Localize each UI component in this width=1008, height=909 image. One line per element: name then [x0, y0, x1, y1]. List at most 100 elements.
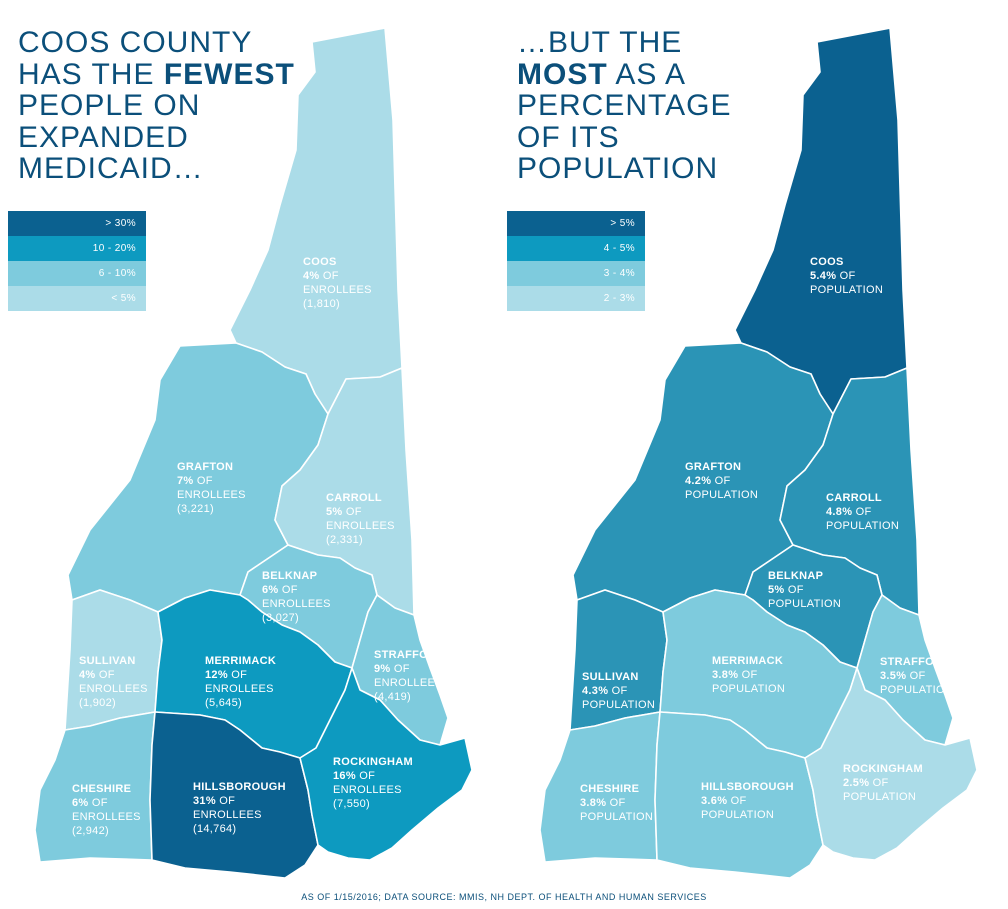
- right-label-sullivan-percent: 4.3%: [582, 685, 608, 697]
- left-label-cheshire-count: (2,942): [72, 825, 109, 837]
- right-label-coos-unit: POPULATION: [810, 284, 883, 296]
- right-headline-line-2-text: AS A: [607, 57, 687, 91]
- left-legend-item-4: < 5%: [8, 286, 146, 311]
- right-headline-line-5: POPULATION: [517, 152, 719, 185]
- left-label-sullivan-unit: ENROLLEES: [79, 683, 148, 695]
- left-label-carroll-of: OF: [343, 506, 362, 518]
- left-label-strafford-name: STRAFFORD: [374, 649, 445, 661]
- right-label-rockingham-unit: POPULATION: [843, 791, 916, 803]
- right-headline-line-1: …BUT THE: [517, 26, 683, 59]
- right-label-rockingham-of: OF: [869, 777, 888, 789]
- left-label-grafton-count: (3,221): [177, 503, 214, 515]
- left-label-grafton-percent: 7%: [177, 475, 194, 487]
- right-label-rockingham-name: ROCKINGHAM: [843, 763, 923, 775]
- right-map-population: COOS 5.4% OF POPULATION GRAFTON 4.2% OF POPUL…: [539, 27, 978, 879]
- right-label-belknap-percent: 5%: [768, 584, 785, 596]
- left-label-grafton-unit: ENROLLEES: [177, 489, 246, 501]
- left-label-coos-unit: ENROLLEES: [303, 284, 372, 296]
- right-label-hillsborough-of: OF: [727, 795, 746, 807]
- right-label-belknap-of: OF: [785, 584, 804, 596]
- left-map-enrollees: COOS 4% OF ENROLLEES (1,810) GRAFTON 7% OF ENR…: [34, 27, 473, 879]
- right-label-sullivan-name: SULLIVAN: [582, 671, 639, 683]
- left-label-carroll-count: (2,331): [326, 534, 363, 546]
- left-label-cheshire-percent: 6%: [72, 797, 89, 809]
- right-label-rockingham: ROCKINGHAM 2.5% OF POPULATION: [843, 763, 923, 803]
- left-headline-line-2: HAS THE FEWEST: [18, 57, 295, 91]
- right-label-merrimack-name: MERRIMACK: [712, 655, 783, 667]
- left-label-sullivan-of: OF: [96, 669, 115, 681]
- right-label-carroll-unit: POPULATION: [826, 520, 899, 532]
- right-label-strafford-of: OF: [906, 670, 925, 682]
- right-label-grafton-unit: POPULATION: [685, 489, 758, 501]
- right-label-hillsborough-name: HILLSBOROUGH: [701, 781, 794, 793]
- left-headline-emphasis: FEWEST: [163, 57, 295, 91]
- left-headline-line-3: PEOPLE ON: [18, 89, 201, 122]
- left-label-belknap-name: BELKNAP: [262, 570, 317, 582]
- left-legend-item-3: 6 - 10%: [8, 261, 146, 286]
- left-label-cheshire-unit: ENROLLEES: [72, 811, 141, 823]
- left-label-carroll-unit: ENROLLEES: [326, 520, 395, 532]
- right-headline-emphasis: MOST: [517, 57, 608, 91]
- left-label-merrimack-percent: 12%: [205, 669, 228, 681]
- data-source-footer: AS OF 1/15/2016; DATA SOURCE: MMIS, NH D…: [301, 892, 707, 902]
- left-label-strafford-count: (4,419): [374, 691, 411, 703]
- right-label-carroll: CARROLL 4.8% OF POPULATION: [826, 492, 899, 532]
- left-legend: > 30% 10 - 20% 6 - 10% < 5%: [8, 211, 146, 311]
- left-label-strafford-percent: 9%: [374, 663, 391, 675]
- left-label-coos-name: COOS: [303, 256, 337, 268]
- right-label-sullivan-unit: POPULATION: [582, 699, 655, 711]
- left-label-grafton-name: GRAFTON: [177, 461, 233, 473]
- left-label-rockingham-name: ROCKINGHAM: [333, 756, 413, 768]
- right-headline-line-2: MOST AS A: [517, 57, 731, 91]
- left-label-merrimack-of: OF: [228, 669, 247, 681]
- left-label-merrimack: MERRIMACK 12% OF ENROLLEES (5,645): [205, 655, 276, 709]
- right-label-cheshire-name: CHESHIRE: [580, 783, 639, 795]
- left-label-belknap-percent: 6%: [262, 584, 279, 596]
- left-label-hillsborough-of: OF: [216, 795, 235, 807]
- left-label-coos: COOS 4% OF ENROLLEES (1,810): [303, 256, 372, 310]
- right-label-grafton-name: GRAFTON: [685, 461, 741, 473]
- right-label-strafford: STRAFFORD 3.5% OF POPULATION: [880, 656, 953, 696]
- left-legend-item-1: > 30%: [8, 211, 146, 236]
- right-headline-line-4: OF ITS: [517, 120, 620, 154]
- right-label-strafford-percent: 3.5%: [880, 670, 906, 682]
- left-label-merrimack-unit: ENROLLEES: [205, 683, 274, 695]
- right-label-merrimack-percent: 3.8%: [712, 669, 738, 681]
- left-label-rockingham-of: OF: [356, 770, 375, 782]
- right-headline-line-3: PERCENTAGE: [517, 89, 732, 122]
- left-label-rockingham: ROCKINGHAM 16% OF ENROLLEES (7,550): [333, 756, 413, 810]
- right-label-belknap: BELKNAP 5% OF POPULATION: [768, 570, 841, 610]
- left-label-hillsborough-name: HILLSBOROUGH: [193, 781, 286, 793]
- left-headline: COOS COUNTY HAS THE FEWEST PEOPLE ON EXP…: [18, 27, 295, 185]
- left-label-merrimack-count: (5,645): [205, 697, 242, 709]
- left-label-strafford-unit: ENROLLEES: [374, 677, 443, 689]
- left-label-sullivan-percent: 4%: [79, 669, 96, 681]
- left-county-rockingham: [299, 667, 473, 861]
- left-label-cheshire: CHESHIRE 6% OF ENROLLEES (2,942): [72, 783, 141, 837]
- left-headline-line-1: COOS COUNTY: [18, 26, 253, 59]
- left-label-hillsborough: HILLSBOROUGH 31% OF ENROLLEES (14,764): [193, 781, 286, 835]
- right-label-hillsborough-unit: POPULATION: [701, 809, 774, 821]
- right-label-merrimack-unit: POPULATION: [712, 683, 785, 695]
- left-label-belknap-of: OF: [279, 584, 298, 596]
- right-label-coos-name: COOS: [810, 256, 844, 268]
- right-label-coos-percent: 5.4%: [810, 270, 836, 282]
- left-label-carroll-percent: 5%: [326, 506, 343, 518]
- right-legend-item-1: > 5%: [507, 211, 645, 236]
- right-label-grafton: GRAFTON 4.2% OF POPULATION: [685, 461, 758, 501]
- left-label-coos-of: OF: [320, 270, 339, 282]
- right-county-rockingham: [804, 667, 978, 861]
- right-legend-item-2: 4 - 5%: [507, 236, 645, 261]
- left-label-grafton: GRAFTON 7% OF ENROLLEES (3,221): [177, 461, 246, 515]
- left-label-coos-count: (1,810): [303, 298, 340, 310]
- left-label-sullivan-name: SULLIVAN: [79, 655, 136, 667]
- left-label-coos-percent: 4%: [303, 270, 320, 282]
- left-label-belknap-unit: ENROLLEES: [262, 598, 331, 610]
- right-label-coos: COOS 5.4% OF POPULATION: [810, 256, 883, 296]
- right-label-strafford-name: STRAFFORD: [880, 656, 951, 668]
- left-label-merrimack-name: MERRIMACK: [205, 655, 276, 667]
- left-label-rockingham-unit: ENROLLEES: [333, 784, 402, 796]
- left-label-strafford-of: OF: [391, 663, 410, 675]
- right-legend-item-4: 2 - 3%: [507, 286, 645, 311]
